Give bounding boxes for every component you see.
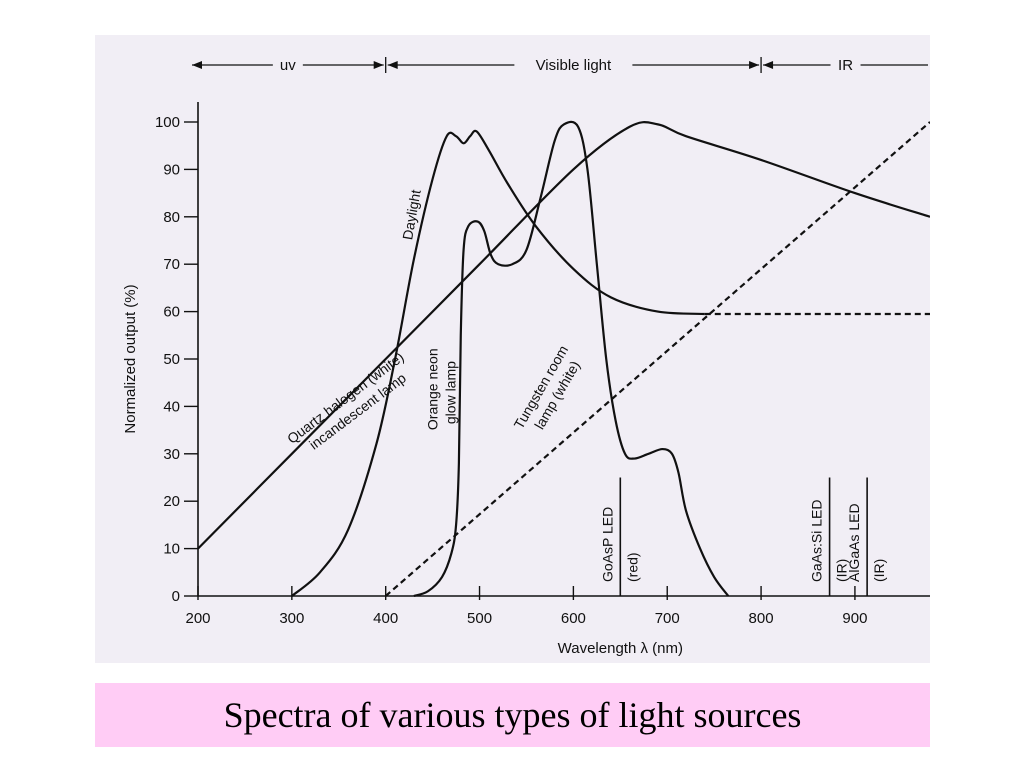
band-label-ir: IR bbox=[838, 57, 853, 74]
series-line-quartz-halogen-white-incandescent-lamp bbox=[197, 121, 930, 550]
y-tick-label: 60 bbox=[163, 304, 180, 321]
led-sub-gaas-si-led: (IR) bbox=[834, 559, 850, 582]
x-tick-label: 800 bbox=[749, 610, 774, 627]
led-sub-goasp-led: (red) bbox=[624, 552, 640, 582]
y-tick-label: 0 bbox=[172, 588, 180, 605]
band-arrowhead bbox=[192, 61, 202, 69]
led-label-gaas-si-led: GaAs:Si LED bbox=[809, 500, 825, 582]
x-tick-label: 400 bbox=[373, 610, 398, 627]
y-tick-label: 90 bbox=[163, 161, 180, 178]
y-tick-label: 100 bbox=[155, 114, 180, 131]
y-tick-label: 20 bbox=[163, 493, 180, 510]
led-label-goasp-led: GoAsP LED bbox=[599, 507, 615, 582]
x-tick-label: 700 bbox=[655, 610, 680, 627]
x-tick-label: 200 bbox=[185, 610, 210, 627]
spectra-chart: 0 10 20 30 40 50 60 70 80 90 100 200 300 400 500 600 700… bbox=[122, 57, 930, 657]
x-axis-title: Wavelength λ (nm) bbox=[558, 640, 683, 657]
y-axis-title: Normalized output (%) bbox=[122, 284, 139, 433]
x-tick-label: 900 bbox=[842, 610, 867, 627]
y-tick-label: 10 bbox=[163, 541, 180, 558]
caption-box: Spectra of various types of light source… bbox=[95, 683, 930, 747]
y-tick-label: 80 bbox=[163, 209, 180, 226]
series-label-tungsten: Tungsten roomlamp (white) bbox=[511, 343, 587, 441]
band-arrowhead bbox=[763, 61, 774, 69]
series-line-daylight bbox=[291, 129, 705, 597]
series-label-quartz-halogen: Quartz halogen (white)incandescent lamp bbox=[284, 349, 418, 461]
led-sub-algaas-led: (IR) bbox=[871, 559, 887, 582]
band-label-uv: uv bbox=[280, 57, 296, 74]
x-tick-label: 300 bbox=[279, 610, 304, 627]
series-line-tungsten-room-lamp-white bbox=[384, 121, 930, 597]
y-tick-label: 30 bbox=[163, 446, 180, 463]
series-line-orange-neon-glow-lamp bbox=[413, 120, 730, 598]
band-arrowhead bbox=[373, 61, 384, 69]
y-tick-label: 50 bbox=[163, 351, 180, 368]
spectra-figure: 0 10 20 30 40 50 60 70 80 90 100 200 300 400 500 600 700… bbox=[95, 35, 930, 663]
band-arrowhead bbox=[749, 61, 760, 69]
x-tick-label: 600 bbox=[561, 610, 586, 627]
x-tick-label: 500 bbox=[467, 610, 492, 627]
led-label-algaas-led: AlGaAs LED bbox=[846, 503, 862, 582]
y-tick-label: 40 bbox=[163, 398, 180, 415]
slide-caption: Spectra of various types of light source… bbox=[223, 695, 802, 735]
band-label-visible-light: Visible light bbox=[536, 57, 612, 74]
series-label-orange-neon: Orange neon glow lamp bbox=[424, 348, 458, 430]
band-arrowhead bbox=[387, 61, 398, 69]
y-tick-label: 70 bbox=[163, 256, 180, 273]
